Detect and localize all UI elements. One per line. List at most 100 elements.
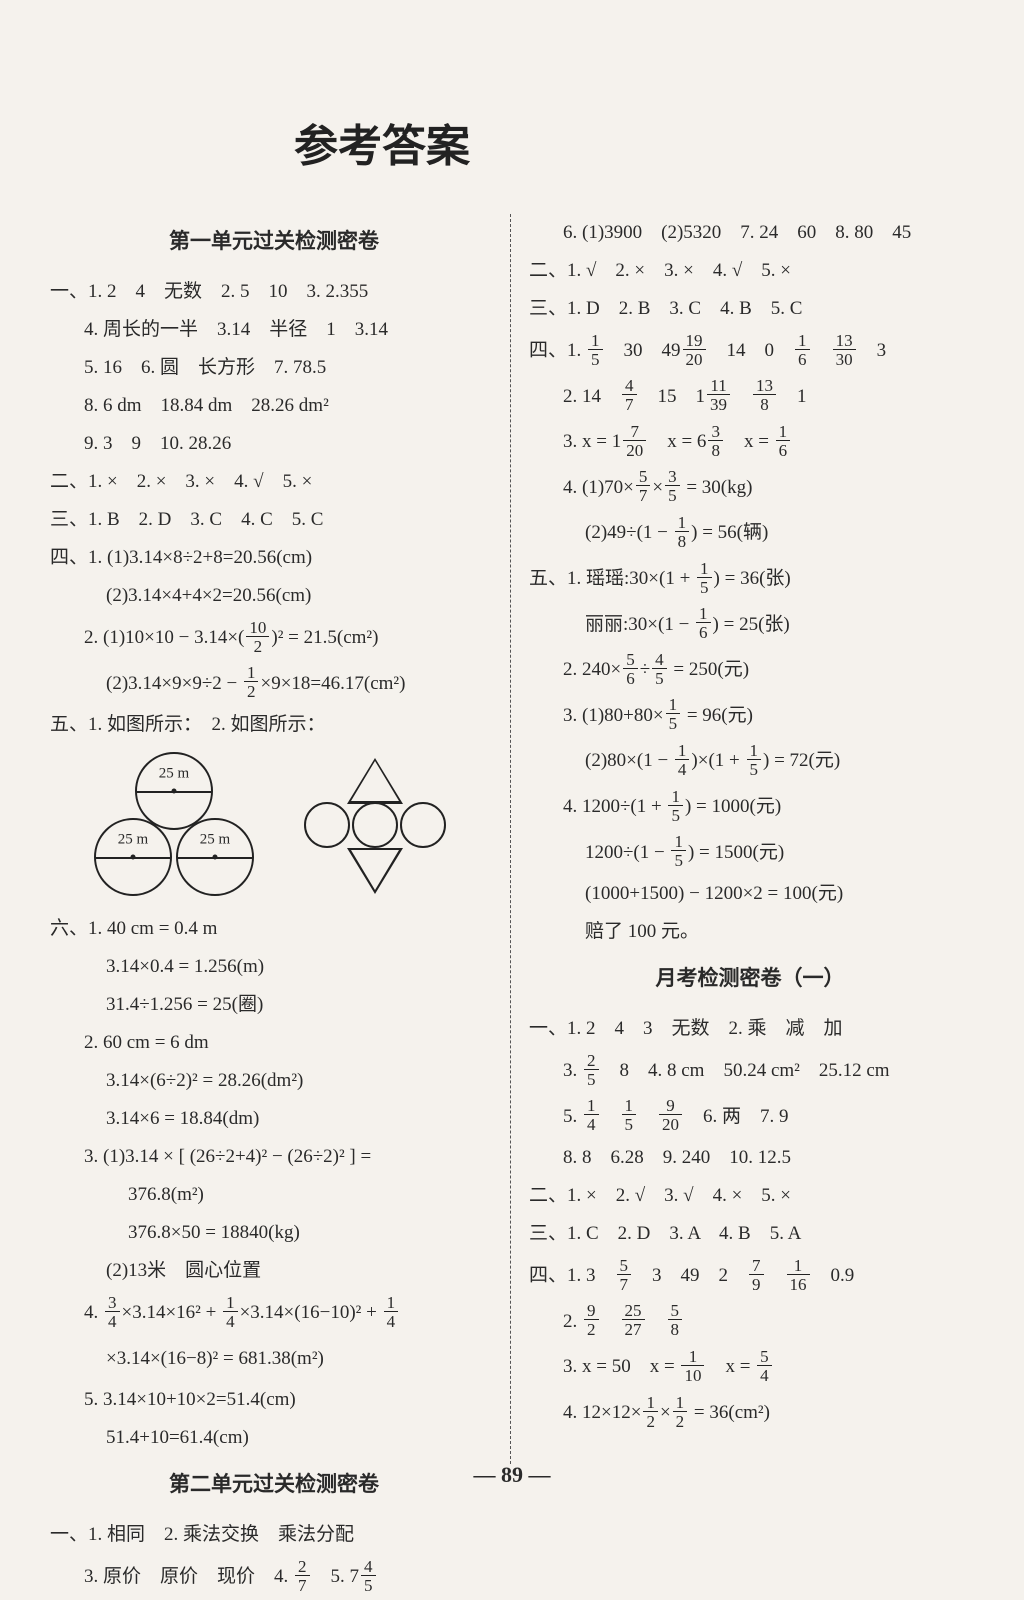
fraction: 110 (681, 1348, 704, 1384)
txt: (2)3.14×9×9÷2 − (106, 673, 242, 694)
columns: 第一单元过关检测密卷 一、1. 2 4 无数 2. 5 10 3. 2.355 … (50, 214, 974, 1464)
txt: 1200÷(1 − (585, 842, 669, 863)
fraction: 720 (623, 423, 646, 459)
fraction: 2527 (622, 1302, 645, 1338)
fraction: 15 (588, 332, 603, 368)
text-line: 6. (1)3900 (2)5320 7. 24 60 8. 80 45 (529, 214, 971, 252)
fraction: 15 (668, 788, 683, 824)
txt: 15 1 (639, 386, 706, 407)
math-line: (2)49÷(1 − 18) = 56(辆) (529, 510, 971, 556)
txt: ) = 25(张) (713, 614, 790, 635)
math-line: 1200÷(1 − 15) = 1500(元) (529, 830, 971, 876)
text-line: 一、1. 相同 2. 乘法交换 乘法分配 (50, 1516, 498, 1554)
math-line: 四、1. 3 57 3 49 2 79 116 0.9 (529, 1253, 971, 1299)
text-line: 376.8(m²) (50, 1176, 498, 1214)
text-line: 三、1. B 2. D 3. C 4. C 5. C (50, 501, 498, 539)
txt: 4. (1)70× (563, 477, 634, 498)
txt: 5. 7 (312, 1566, 360, 1587)
diagram-row: 25 m 25 m 25 m (80, 752, 498, 902)
text-line: 3.14×(6÷2)² = 28.26(dm²) (50, 1062, 498, 1100)
page: 参考答案 第一单元过关检测密卷 一、1. 2 4 无数 2. 5 10 3. 2… (0, 0, 1024, 1518)
fraction: 35 (665, 468, 680, 504)
fraction: 45 (361, 1558, 376, 1594)
txt (601, 1106, 620, 1127)
txt: ) = 72(元) (763, 750, 840, 771)
txt: ×9×18=46.17(cm²) (260, 673, 405, 694)
math-line: 3. 原价 原价 现价 4. 27 5. 745 (50, 1554, 498, 1600)
txt: ) = 56(辆) (691, 522, 768, 543)
fraction: 1330 (833, 332, 856, 368)
text-line: 2. 60 cm = 6 dm (50, 1024, 498, 1062)
txt: 四、1. (529, 340, 586, 361)
txt (766, 1265, 785, 1286)
page-number: — 89 — (0, 1462, 1024, 1488)
text-line: (2)3.14×4+4×2=20.56(cm) (50, 577, 498, 615)
math-line: 3. (1)80+80×15 = 96(元) (529, 693, 971, 739)
math-line: 4. 1200÷(1 + 15) = 1000(元) (529, 784, 971, 830)
text-line: 四、1. (1)3.14×8÷2+8=20.56(cm) (50, 539, 498, 577)
fraction: 45 (652, 651, 667, 687)
txt: = 96(元) (682, 705, 753, 726)
fraction: 14 (584, 1097, 599, 1133)
section3-title: 月考检测密卷（一） (529, 959, 971, 1000)
text-line: 8. 6 dm 18.84 dm 28.26 dm² (50, 387, 498, 425)
fraction: 15 (666, 696, 681, 732)
math-line: 丽丽:30×(1 − 16) = 25(张) (529, 602, 971, 648)
math-line: 3. x = 1720 x = 638 x = 16 (529, 419, 971, 465)
text-line: 二、1. × 2. × 3. × 4. √ 5. × (50, 463, 498, 501)
txt: 4. (84, 1302, 103, 1323)
txt: 6. 两 7. 9 (684, 1106, 789, 1127)
text-line: 赔了 100 元。 (529, 913, 971, 951)
fraction: 12 (673, 1394, 688, 1430)
txt: 5. (563, 1106, 582, 1127)
text-line: 三、1. C 2. D 3. A 4. B 5. A (529, 1215, 971, 1253)
txt: 3 (858, 340, 887, 361)
txt: 0.9 (812, 1265, 855, 1286)
txt: ×3.14×16² + (122, 1302, 222, 1323)
math-line: 2. 92 2527 58 (529, 1299, 971, 1345)
txt: x = (706, 1356, 755, 1377)
math-line: 2. (1)10×10 − 3.14×(102)² = 21.5(cm²) (50, 615, 498, 661)
text-line: 一、1. 2 4 无数 2. 5 10 3. 2.355 (50, 273, 498, 311)
section1-title: 第一单元过关检测密卷 (50, 222, 498, 263)
math-line: 2. 240×56÷45 = 250(元) (529, 647, 971, 693)
txt: 3. x = 50 x = (563, 1356, 679, 1377)
math-line: (2)80×(1 − 14)×(1 + 15) = 72(元) (529, 738, 971, 784)
txt: 3. (563, 1060, 582, 1081)
text-line: 三、1. D 2. B 3. C 4. B 5. C (529, 290, 971, 328)
circle-label: 25 m (118, 826, 148, 855)
right-column: 6. (1)3900 (2)5320 7. 24 60 8. 80 45 二、1… (511, 214, 971, 1464)
fraction: 102 (246, 619, 269, 655)
fraction: 15 (747, 742, 762, 778)
fraction: 138 (753, 377, 776, 413)
text-line: 3.14×6 = 18.84(dm) (50, 1100, 498, 1138)
fraction: 47 (622, 377, 637, 413)
txt: = 36(cm²) (689, 1402, 770, 1423)
math-line: 4. 34×3.14×16² + 14×3.14×(16−10)² + 14 (50, 1290, 498, 1336)
txt (638, 1106, 657, 1127)
txt: × (652, 477, 663, 498)
fraction: 12 (244, 664, 259, 700)
text-line: 3.14×0.4 = 1.256(m) (50, 948, 498, 986)
fraction: 79 (749, 1257, 764, 1293)
txt: 2. (563, 1311, 582, 1332)
text-line: 二、1. × 2. √ 3. √ 4. × 5. × (529, 1177, 971, 1215)
text-line: 376.8×50 = 18840(kg) (50, 1214, 498, 1252)
fraction: 15 (697, 560, 712, 596)
fraction: 25 (584, 1052, 599, 1088)
txt: 3. x = 1 (563, 431, 621, 452)
txt (812, 340, 831, 361)
txt (601, 1311, 620, 1332)
txt: 四、1. 3 (529, 1265, 615, 1286)
math-line: 3. 25 8 4. 8 cm 50.24 cm² 25.12 cm (529, 1048, 971, 1094)
txt: 丽丽:30×(1 − (585, 614, 694, 635)
txt: 3. (1)80+80× (563, 705, 664, 726)
text-line: 5. 16 6. 圆 长方形 7. 78.5 (50, 349, 498, 387)
text-line: 51.4+10=61.4(cm) (50, 1419, 498, 1457)
circle-label: 25 m (159, 760, 189, 789)
fraction: 14 (223, 1294, 238, 1330)
txt: = 250(元) (669, 659, 749, 680)
fraction: 54 (757, 1348, 772, 1384)
fraction: 920 (659, 1097, 682, 1133)
txt: 2. 240× (563, 659, 621, 680)
